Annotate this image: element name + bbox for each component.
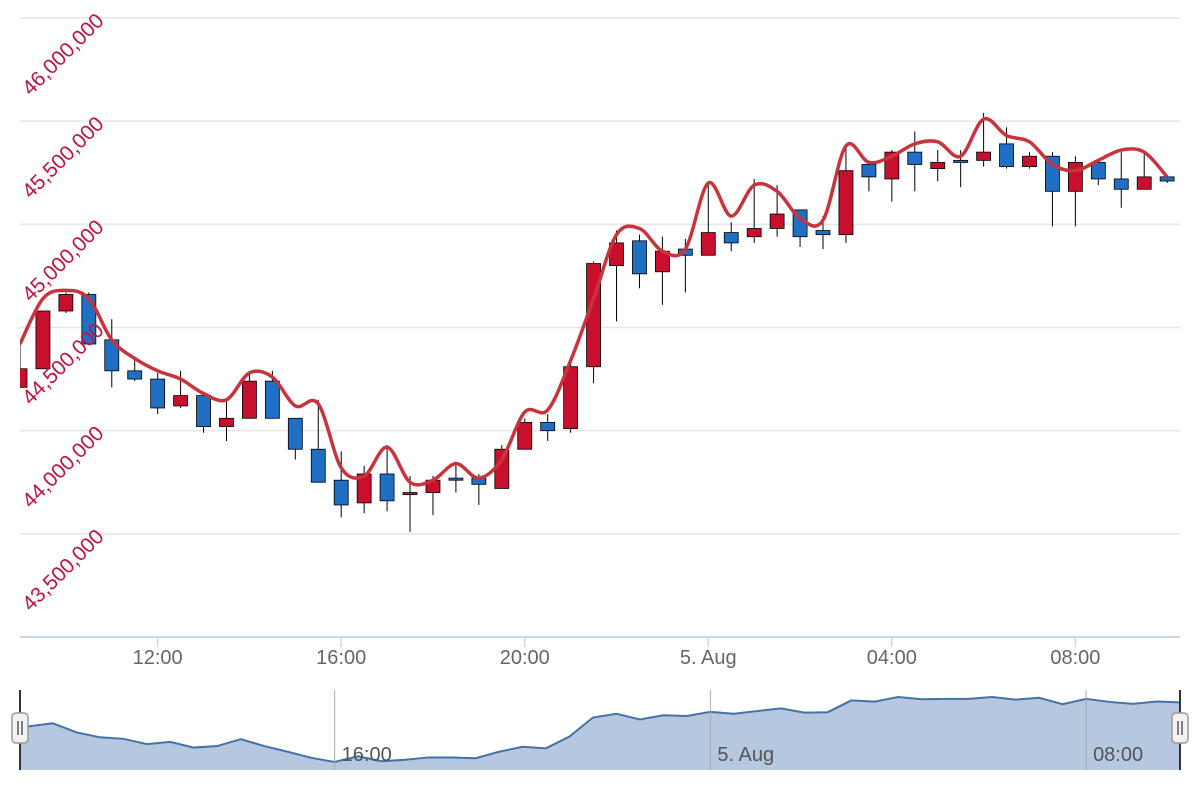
candle-body (517, 422, 533, 450)
y-tick-label: 45,000,000 (18, 216, 109, 307)
candle-body (287, 417, 303, 450)
candle-body (1159, 176, 1175, 182)
candle-body (930, 162, 946, 170)
candle-body (746, 228, 762, 238)
y-tick-label: 46,000,000 (18, 9, 109, 100)
navigator-tick-label: 08:00 (1093, 744, 1143, 766)
candle-body (723, 232, 739, 244)
x-tick-label: 16:00 (316, 647, 366, 669)
spline-line (20, 116, 1169, 487)
candle-body (20, 368, 28, 388)
candle-body (150, 378, 166, 409)
y-tick-label: 44,500,000 (18, 319, 109, 410)
y-tick-label: 45,500,000 (18, 112, 109, 203)
candle-body (173, 395, 189, 407)
candle-body (494, 448, 510, 489)
x-tick-label: 04:00 (867, 647, 917, 669)
candle-body (448, 477, 464, 481)
x-tick-label: 12:00 (133, 647, 183, 669)
navigator-line (20, 695, 1180, 764)
x-tick-label: 20:00 (500, 647, 550, 669)
candle-body (838, 170, 854, 236)
candle-body (35, 310, 51, 370)
candle-body (1067, 162, 1083, 192)
candle-body (1113, 178, 1129, 190)
y-tick-label: 44,000,000 (18, 422, 109, 513)
candle-body (815, 230, 831, 236)
candle-body (769, 213, 785, 229)
navigator-handle[interactable] (1171, 712, 1189, 744)
navigator-tick-label: 5. Aug (717, 744, 774, 766)
navigator-handle[interactable] (11, 712, 29, 744)
candle-body (310, 448, 326, 483)
y-tick-label: 43,500,000 (18, 525, 109, 616)
candle-body (563, 366, 579, 430)
candle-body (333, 479, 349, 506)
candle-body (242, 380, 257, 419)
candle-body (700, 232, 716, 256)
candle-body (379, 473, 395, 502)
candle-body (219, 417, 234, 427)
candle-body (907, 151, 923, 165)
plot-area (20, 112, 1175, 532)
navigator-area (20, 697, 1180, 770)
candle-body (264, 380, 280, 419)
candle-body (1022, 155, 1037, 167)
candle-body (540, 422, 556, 432)
navigator-series (20, 695, 1180, 770)
candle-body (953, 159, 969, 163)
candle-body (632, 240, 647, 275)
candle-body (999, 143, 1014, 167)
candle-body (976, 151, 992, 161)
candle-body (402, 492, 418, 496)
candle-body (1090, 162, 1106, 180)
navigator-tick-label: 16:00 (342, 744, 392, 766)
x-tick-label: 5. Aug (680, 647, 737, 669)
candle-body (1136, 176, 1152, 190)
navigator: 16:00 5. Aug 08:00 (11, 690, 1189, 770)
candle-body (196, 395, 211, 427)
candle-body (127, 370, 143, 380)
candle-body (58, 294, 74, 312)
candle-body (356, 473, 372, 504)
candle-body (861, 164, 877, 178)
x-tick-label: 08:00 (1050, 647, 1100, 669)
